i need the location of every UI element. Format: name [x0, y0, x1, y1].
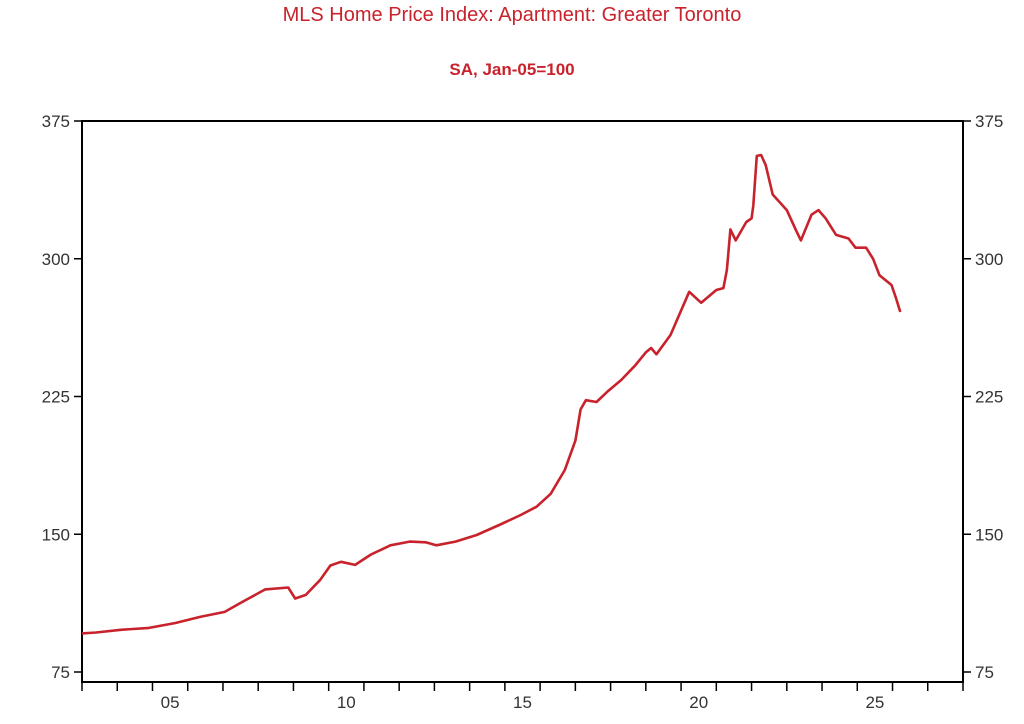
y-tick-label-left: 225 — [42, 388, 70, 407]
y-tick-label-left: 300 — [42, 250, 70, 269]
y-tick-label-right: 375 — [975, 112, 1003, 131]
x-tick-label: 20 — [689, 693, 708, 712]
x-tick-label: 25 — [865, 693, 884, 712]
series-line — [81, 153, 902, 635]
chart-subtitle: SA, Jan-05=100 — [449, 60, 575, 79]
y-tick-label-right: 75 — [975, 663, 994, 682]
y-tick-label-right: 225 — [975, 388, 1003, 407]
chart-title: MLS Home Price Index: Apartment: Greater… — [282, 4, 742, 26]
plot-frame — [81, 120, 964, 683]
y-tick-label-left: 375 — [42, 112, 70, 131]
y-tick-label-right: 300 — [975, 250, 1003, 269]
x-tick-label: 15 — [513, 693, 532, 712]
x-tick-label: 05 — [161, 693, 180, 712]
x-tick-label: 10 — [337, 693, 356, 712]
y-tick-label-left: 150 — [42, 525, 70, 544]
y-tick-label-left: 75 — [51, 663, 70, 682]
y-tick-label-right: 150 — [975, 525, 1003, 544]
